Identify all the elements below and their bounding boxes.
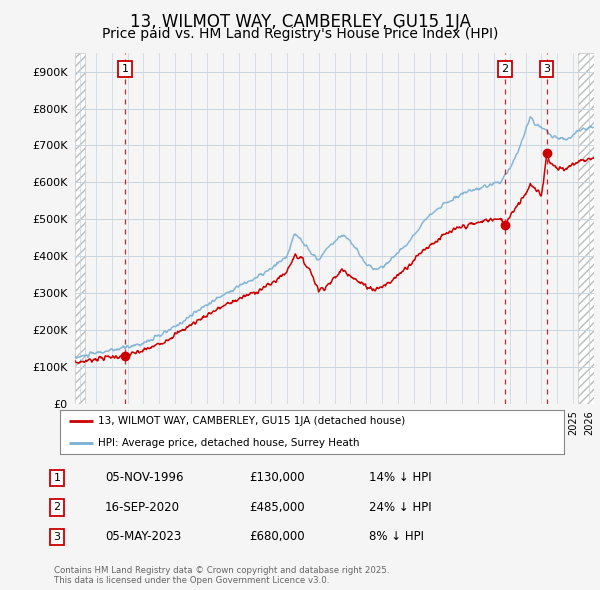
Text: 1: 1 xyxy=(53,473,61,483)
Text: £130,000: £130,000 xyxy=(249,471,305,484)
Text: 16-SEP-2020: 16-SEP-2020 xyxy=(105,501,180,514)
Text: 2: 2 xyxy=(53,503,61,512)
Text: 1: 1 xyxy=(121,64,128,74)
Text: 14% ↓ HPI: 14% ↓ HPI xyxy=(369,471,431,484)
Text: £485,000: £485,000 xyxy=(249,501,305,514)
Bar xyxy=(75,53,85,404)
Text: 2: 2 xyxy=(502,64,509,74)
Text: 05-NOV-1996: 05-NOV-1996 xyxy=(105,471,184,484)
Text: 3: 3 xyxy=(544,64,550,74)
Text: 13, WILMOT WAY, CAMBERLEY, GU15 1JA: 13, WILMOT WAY, CAMBERLEY, GU15 1JA xyxy=(130,13,470,31)
Text: Contains HM Land Registry data © Crown copyright and database right 2025.
This d: Contains HM Land Registry data © Crown c… xyxy=(54,566,389,585)
Bar xyxy=(578,53,594,404)
Text: Price paid vs. HM Land Registry's House Price Index (HPI): Price paid vs. HM Land Registry's House … xyxy=(102,27,498,41)
Text: 3: 3 xyxy=(53,532,61,542)
Text: 8% ↓ HPI: 8% ↓ HPI xyxy=(369,530,424,543)
Text: HPI: Average price, detached house, Surrey Heath: HPI: Average price, detached house, Surr… xyxy=(98,438,359,448)
Text: 05-MAY-2023: 05-MAY-2023 xyxy=(105,530,181,543)
Text: £680,000: £680,000 xyxy=(249,530,305,543)
Text: 24% ↓ HPI: 24% ↓ HPI xyxy=(369,501,431,514)
Text: 13, WILMOT WAY, CAMBERLEY, GU15 1JA (detached house): 13, WILMOT WAY, CAMBERLEY, GU15 1JA (det… xyxy=(98,416,405,426)
